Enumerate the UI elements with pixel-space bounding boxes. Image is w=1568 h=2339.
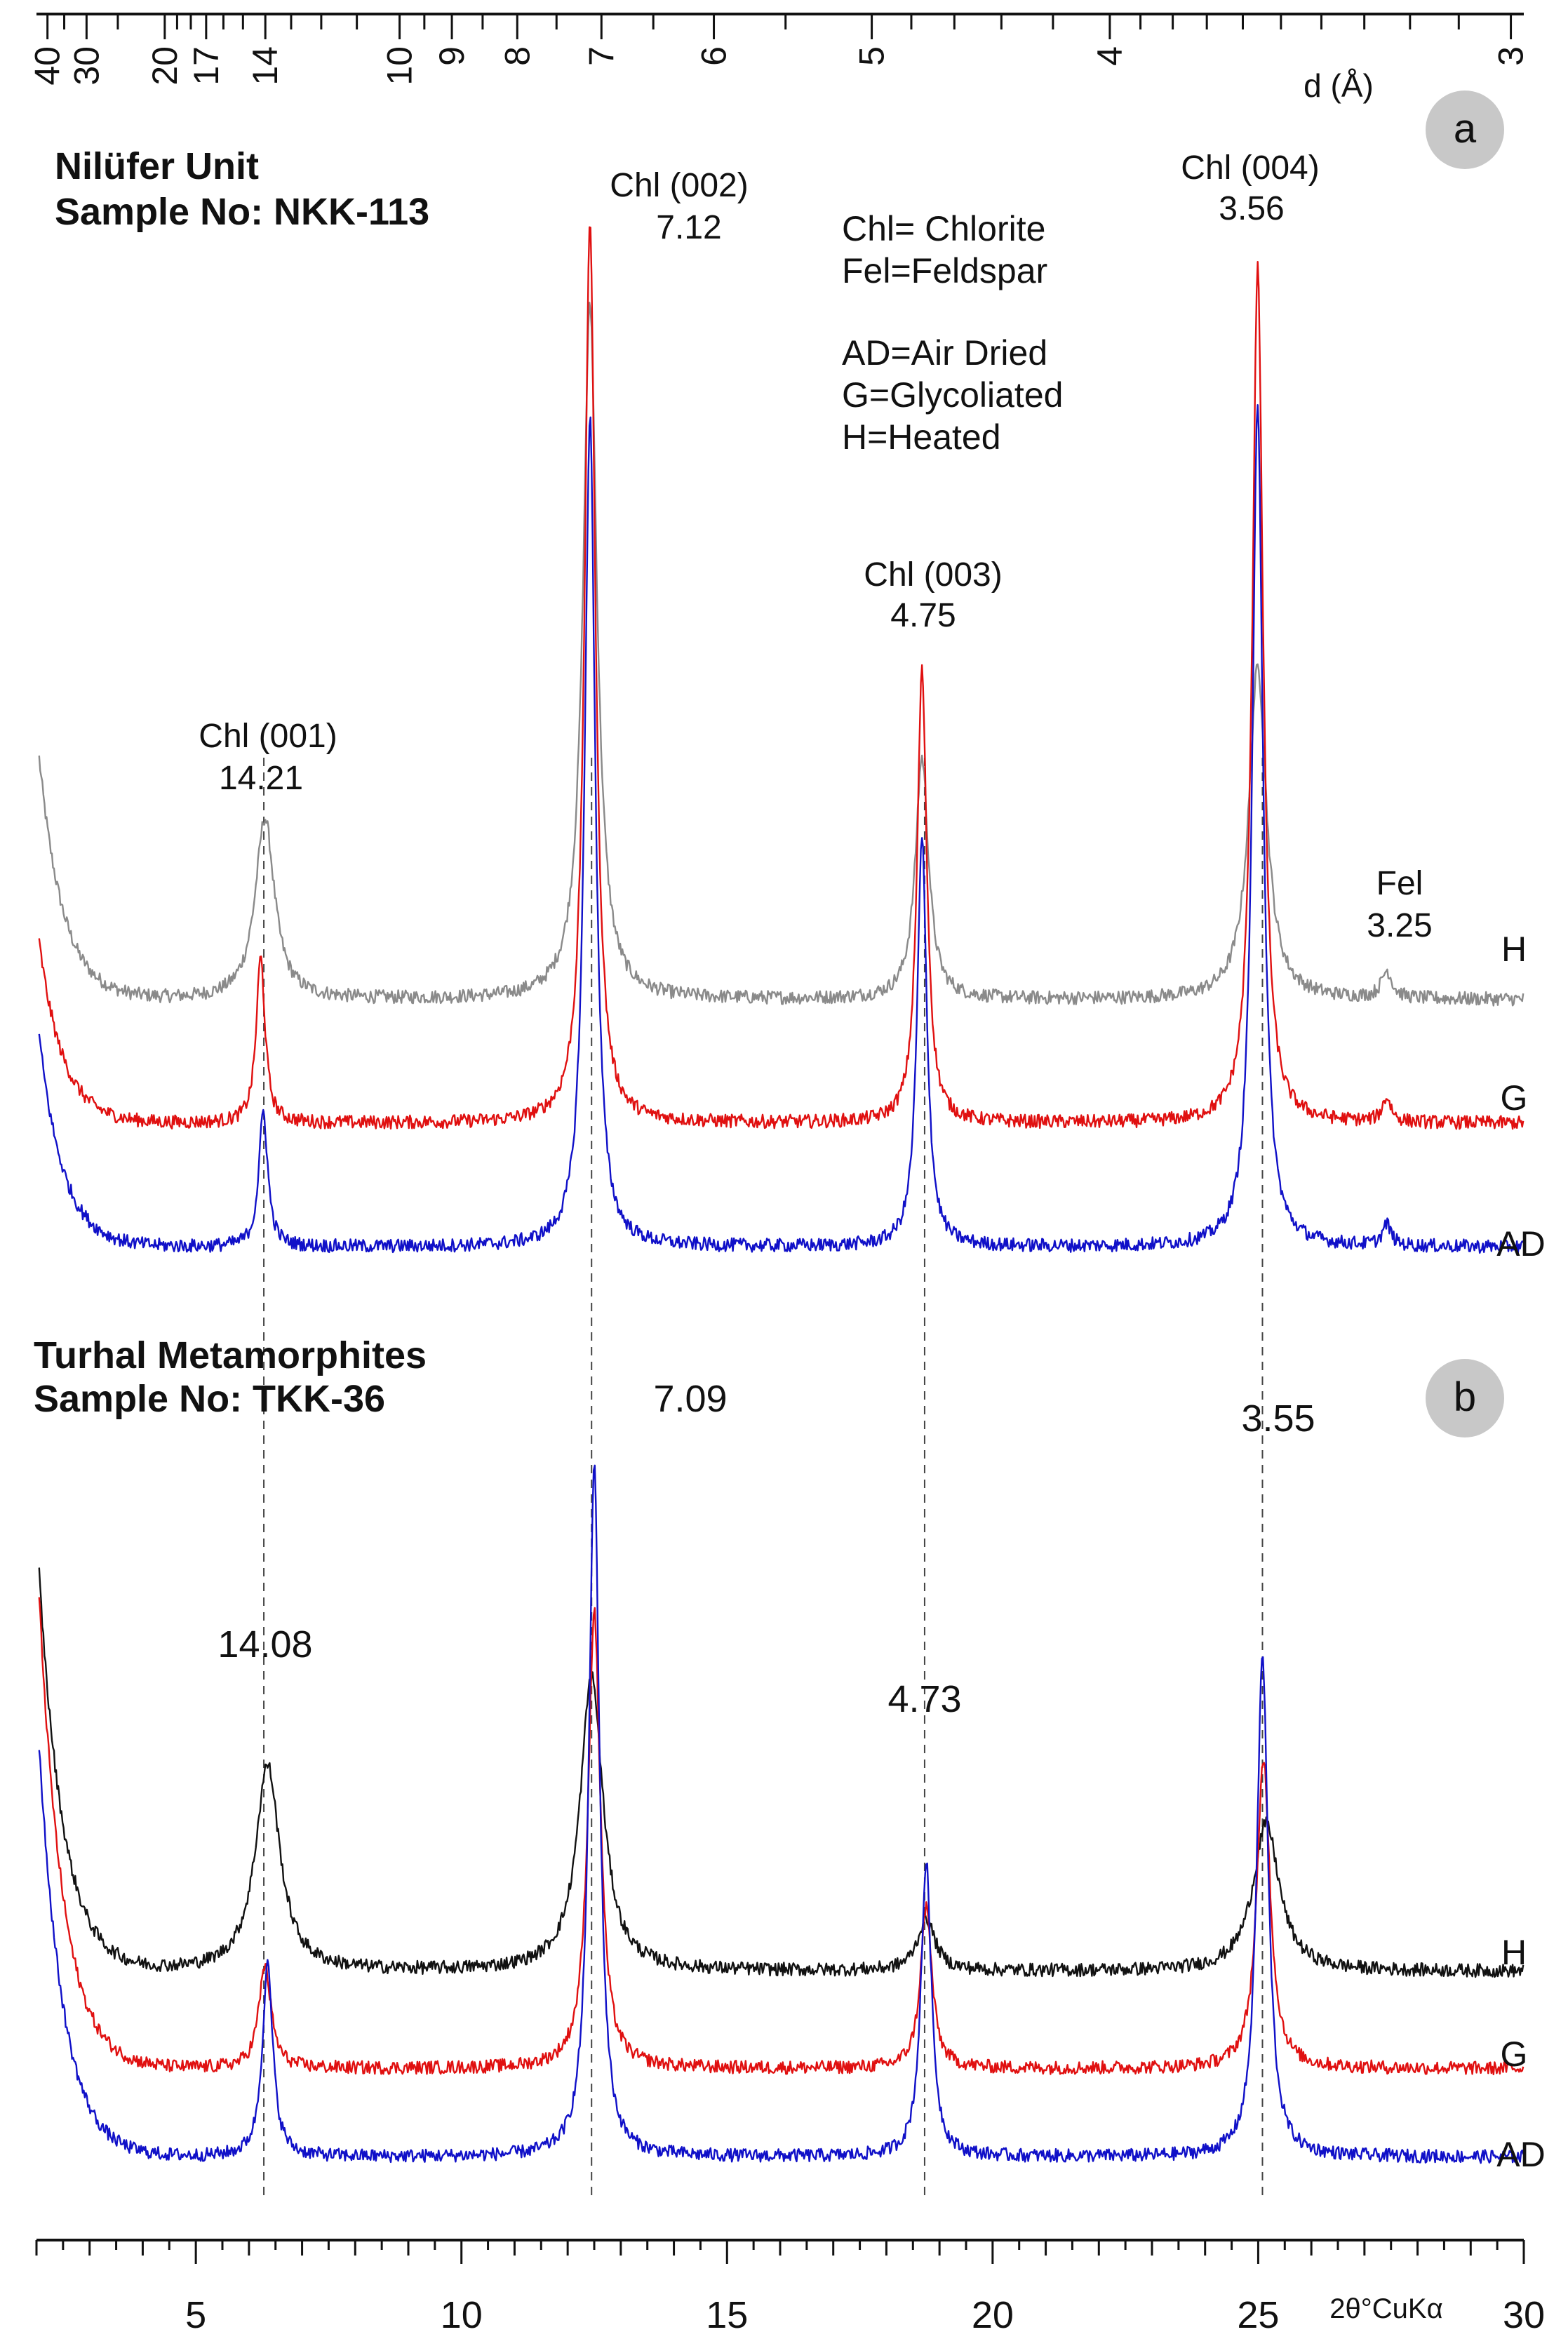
peak-label-fel-d: 3.25 xyxy=(1367,907,1432,944)
top-tick-label: 17 xyxy=(187,46,226,86)
trace-a-h xyxy=(38,302,1525,1007)
peak-label-b-7-09: 7.09 xyxy=(653,1378,727,1420)
bottom-tick-label: 20 xyxy=(972,2294,1014,2336)
trace-a-ad xyxy=(38,404,1524,1254)
top-axis-ticks xyxy=(46,14,1513,39)
peak-label-b-4-73: 4.73 xyxy=(887,1678,961,1720)
panel-b-series-label-g: G xyxy=(1501,2035,1528,2074)
panel-a-subtitle: Sample No: NKK-113 xyxy=(55,191,429,233)
panel-a-series-label-h: H xyxy=(1501,930,1527,969)
trace-b-ad xyxy=(38,1464,1525,2164)
panel-b-subtitle: Sample No: TKK-36 xyxy=(34,1378,385,1420)
trace-b-g xyxy=(38,1597,1525,2075)
bottom-2theta-axis: 5 10 15 20 25 30 2θ°CuKα xyxy=(35,2239,1545,2336)
panel-b-title: Turhal Metamorphites xyxy=(34,1334,427,1376)
panel-b-series-label-ad: AD xyxy=(1496,2135,1545,2174)
top-tick-label: 10 xyxy=(380,46,420,86)
bottom-tick-label: 5 xyxy=(185,2294,206,2336)
legend-line-ad: AD=Air Dried xyxy=(842,333,1047,373)
panel-a-badge xyxy=(1426,91,1504,169)
peak-label-fel-name: Fel xyxy=(1376,865,1423,902)
legend-line-g: G=Glycoliated xyxy=(842,375,1063,415)
bottom-tick-label: 10 xyxy=(441,2294,483,2336)
trace-a-g xyxy=(38,226,1525,1130)
bottom-tick-label: 25 xyxy=(1237,2294,1279,2336)
top-tick-label: 8 xyxy=(497,46,537,66)
panel-a-series-label-g: G xyxy=(1501,1078,1528,1118)
panel-a-annotations: Nilüfer Unit Sample No: NKK-113 a Chl= C… xyxy=(55,91,1546,1264)
top-tick-label: 4 xyxy=(1090,46,1130,66)
peak-label-chl-001-name: Chl (001) xyxy=(199,718,337,755)
top-tick-label: 40 xyxy=(28,46,67,86)
peak-label-b-14-08: 14.08 xyxy=(217,1623,312,1666)
panel-a-badge-label: a xyxy=(1454,106,1477,152)
top-tick-label: 9 xyxy=(432,46,471,66)
top-tick-label: 14 xyxy=(246,46,285,86)
top-axis-tick-labels: 40 30 20 17 14 10 9 8 7 6 5 4 3 xyxy=(28,46,1531,86)
bottom-axis-tick-labels: 5 10 15 20 25 30 xyxy=(185,2294,1545,2336)
top-d-axis: 40 30 20 17 14 10 9 8 7 6 5 4 3 d (Å) xyxy=(28,13,1531,104)
panel-b-badge xyxy=(1426,1359,1504,1437)
peak-label-chl-001-d: 14.21 xyxy=(219,760,303,797)
peak-label-chl-003-d: 4.75 xyxy=(890,597,956,634)
legend-line-fel: Fel=Feldspar xyxy=(842,251,1047,290)
panel-a-title: Nilüfer Unit xyxy=(55,145,259,187)
panel-b-series-label-h: H xyxy=(1501,1933,1527,1972)
peak-label-chl-002-d: 7.12 xyxy=(656,209,721,246)
bottom-tick-label: 15 xyxy=(706,2294,748,2336)
d-axis-label: d (Å) xyxy=(1304,67,1374,104)
legend-line-h: H=Heated xyxy=(842,417,1001,457)
panel-a-series-label-ad: AD xyxy=(1496,1224,1545,1264)
top-tick-label: 7 xyxy=(582,46,621,66)
trace-b-h xyxy=(38,1567,1525,1978)
peak-label-b-3-55: 3.55 xyxy=(1241,1398,1315,1440)
peak-label-chl-004-name: Chl (004) xyxy=(1181,149,1319,187)
top-tick-label: 3 xyxy=(1492,46,1531,66)
top-tick-label: 20 xyxy=(145,46,185,86)
diffraction-traces xyxy=(38,226,1525,2164)
top-tick-label: 30 xyxy=(67,46,106,86)
legend-line-chl: Chl= Chlorite xyxy=(842,209,1045,248)
top-tick-label: 6 xyxy=(695,46,734,66)
peak-label-chl-003-name: Chl (003) xyxy=(864,556,1002,594)
bottom-axis-ticks xyxy=(35,2240,1525,2264)
bottom-tick-label: 30 xyxy=(1503,2294,1545,2336)
panel-b-badge-label: b xyxy=(1454,1374,1476,1420)
top-tick-label: 5 xyxy=(852,46,892,66)
x-axis-label: 2θ°CuKα xyxy=(1329,2293,1442,2324)
peak-label-chl-004-d: 3.56 xyxy=(1219,190,1284,227)
peak-label-chl-002-name: Chl (002) xyxy=(610,167,748,204)
panel-b-annotations: Turhal Metamorphites Sample No: TKK-36 b… xyxy=(34,1334,1546,2174)
